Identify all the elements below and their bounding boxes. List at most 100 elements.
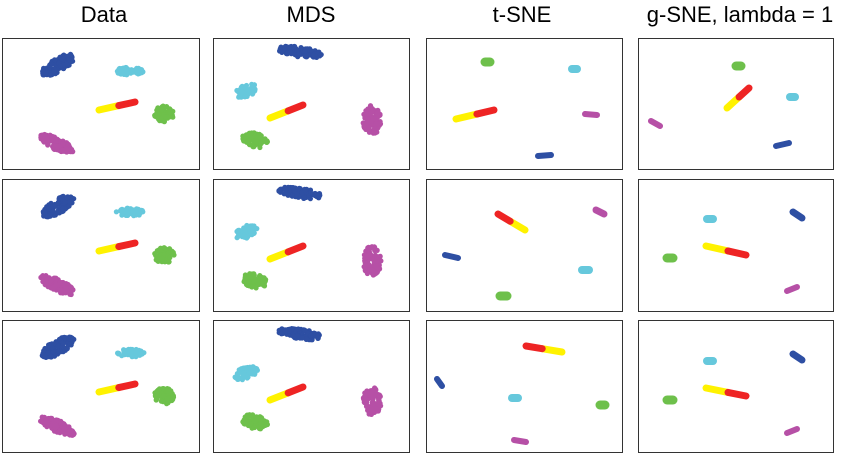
panel-clusters <box>38 51 176 155</box>
cluster-green <box>240 130 270 151</box>
cluster-magenta <box>38 414 77 438</box>
panel-background <box>2 320 200 453</box>
cluster-blue <box>40 51 76 78</box>
cluster-magenta <box>784 426 800 436</box>
panel-data-row-3 <box>2 320 200 453</box>
cluster-cyan <box>234 81 258 100</box>
cluster-yellow-red <box>95 98 139 114</box>
cluster-cyan <box>115 346 147 360</box>
panel-tsne-row-1 <box>426 38 623 170</box>
cluster-yellow-red <box>723 84 753 112</box>
panel-clusters <box>234 184 384 291</box>
panel-border <box>638 38 834 170</box>
panel-content <box>662 208 806 294</box>
panel-content <box>232 326 384 432</box>
panel-border <box>426 38 623 170</box>
cluster-cyan <box>114 64 146 78</box>
column-title-gsne: g-SNE, lambda = 1 <box>646 2 834 27</box>
panel-data-row-2 <box>2 179 200 312</box>
cluster-yellow-red <box>95 380 139 396</box>
cluster-blue <box>276 326 322 343</box>
panel-background <box>426 179 623 312</box>
panel-background <box>426 320 623 453</box>
panel-mds-row-2 <box>213 179 410 312</box>
panel-background <box>2 179 200 312</box>
panel-mds-row-1 <box>213 38 410 170</box>
cluster-green <box>152 245 177 265</box>
cluster-blue <box>39 334 77 360</box>
cluster-magenta <box>360 385 384 417</box>
panel-border <box>426 179 623 312</box>
panel-border <box>638 320 834 453</box>
cluster-green <box>240 412 270 432</box>
cluster-yellow-red <box>494 210 529 234</box>
cluster-magenta <box>360 103 384 136</box>
column-title-mds: MDS <box>286 2 336 27</box>
cluster-blue <box>442 252 461 261</box>
panel-content <box>38 334 177 438</box>
cluster-green <box>152 386 177 407</box>
panel-content <box>38 51 176 155</box>
cluster-magenta <box>361 244 384 278</box>
cluster-cyan <box>234 222 260 241</box>
panel-border <box>2 320 200 453</box>
cluster-yellow-red <box>266 383 307 404</box>
panel-clusters <box>38 193 177 298</box>
cluster-blue <box>276 184 323 202</box>
panel-tsne-row-2 <box>426 179 623 312</box>
cluster-blue <box>789 208 806 222</box>
panel-background <box>426 38 623 170</box>
panel-border <box>213 179 410 312</box>
panel-border <box>213 38 410 170</box>
cluster-magenta <box>38 131 76 155</box>
panel-background <box>213 38 410 170</box>
panel-mds-row-3 <box>213 320 410 453</box>
cluster-magenta <box>582 111 600 118</box>
cluster-magenta <box>511 437 529 445</box>
panel-background <box>638 179 834 312</box>
panel-border <box>2 38 200 170</box>
panel-content <box>452 57 600 159</box>
panel-content <box>648 61 799 149</box>
cluster-cyan <box>113 205 146 219</box>
panel-data-row-1 <box>2 38 200 170</box>
column-title-data: Data <box>80 2 128 27</box>
cluster-yellow-red <box>452 106 498 123</box>
panel-tsne-row-3 <box>426 320 623 453</box>
cluster-blue <box>535 152 554 159</box>
cluster-cyan <box>232 364 260 383</box>
cluster-blue <box>434 376 445 389</box>
cluster-yellow-red <box>266 101 307 122</box>
cluster-blue <box>789 350 806 364</box>
cluster-blue <box>277 43 324 61</box>
panel-clusters <box>38 334 177 438</box>
panel-content <box>234 43 384 151</box>
panel-border <box>638 179 834 312</box>
panel-content <box>442 206 608 301</box>
cluster-yellow-red <box>266 242 307 263</box>
panel-gsne-row-3 <box>638 320 834 453</box>
cluster-green <box>241 271 269 291</box>
panel-clusters <box>234 43 384 151</box>
panel-border <box>426 320 623 453</box>
cluster-blue <box>773 140 792 149</box>
cluster-magenta <box>592 206 608 218</box>
cluster-yellow-red <box>522 342 566 356</box>
cluster-magenta <box>784 284 800 294</box>
panel-background <box>638 320 834 453</box>
cluster-yellow-red <box>702 242 750 259</box>
panel-border <box>2 179 200 312</box>
cluster-blue <box>40 193 77 220</box>
panel-content <box>234 184 384 291</box>
panel-gsne-row-1 <box>638 38 834 170</box>
panel-background <box>213 179 410 312</box>
cluster-magenta <box>648 118 663 129</box>
panel-background <box>2 38 200 170</box>
column-title-tsne: t-SNE <box>492 2 552 27</box>
panel-border <box>213 320 410 453</box>
panel-gsne-row-2 <box>638 179 834 312</box>
cluster-magenta <box>38 273 76 298</box>
panel-content <box>434 342 610 445</box>
cluster-green <box>152 103 176 125</box>
